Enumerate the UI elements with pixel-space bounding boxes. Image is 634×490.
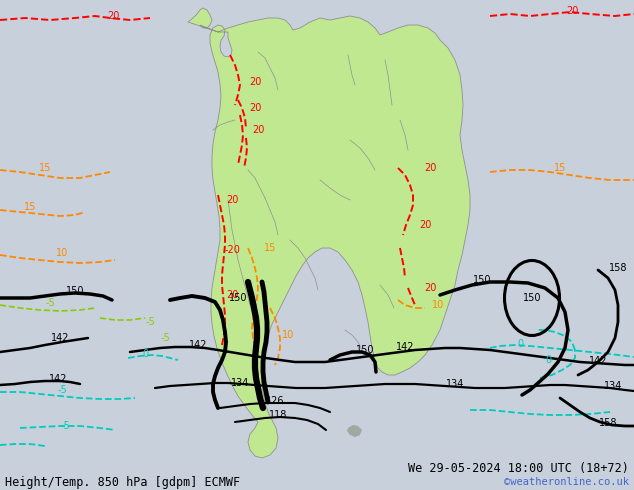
Text: 158: 158 — [609, 263, 627, 273]
Polygon shape — [188, 8, 470, 458]
Text: 134: 134 — [231, 378, 249, 388]
Text: 150: 150 — [473, 275, 491, 285]
Text: 118: 118 — [269, 410, 287, 420]
Text: 20: 20 — [424, 163, 436, 173]
Text: -5: -5 — [145, 317, 155, 327]
Text: 10: 10 — [56, 248, 68, 258]
Text: 15: 15 — [24, 202, 36, 212]
Text: 20: 20 — [226, 290, 238, 300]
Text: 20: 20 — [249, 77, 261, 87]
Text: 15: 15 — [554, 163, 566, 173]
Text: 142: 142 — [589, 356, 607, 366]
Text: 134: 134 — [446, 379, 464, 389]
Text: 20: 20 — [419, 220, 431, 230]
Text: -20: -20 — [224, 245, 240, 255]
Text: 142: 142 — [49, 374, 67, 384]
Text: 20: 20 — [424, 283, 436, 293]
Text: 10: 10 — [282, 330, 294, 340]
Text: 142: 142 — [189, 340, 207, 350]
Text: 150: 150 — [66, 286, 84, 296]
Text: 15: 15 — [39, 163, 51, 173]
Text: 0: 0 — [517, 339, 523, 349]
Text: -5: -5 — [160, 333, 170, 343]
Text: 142: 142 — [396, 342, 414, 352]
Text: -5: -5 — [60, 421, 70, 431]
Text: ©weatheronline.co.uk: ©weatheronline.co.uk — [504, 477, 629, 487]
Text: -5: -5 — [57, 385, 67, 395]
Text: 20: 20 — [107, 11, 119, 21]
Text: We 29-05-2024 18:00 UTC (18+72): We 29-05-2024 18:00 UTC (18+72) — [408, 462, 629, 474]
Text: 20: 20 — [226, 195, 238, 205]
Text: 10: 10 — [432, 300, 444, 310]
Text: Height/Temp. 850 hPa [gdpm] ECMWF: Height/Temp. 850 hPa [gdpm] ECMWF — [5, 475, 240, 489]
Text: 0: 0 — [142, 349, 148, 359]
Text: 142: 142 — [51, 333, 69, 343]
Text: 126: 126 — [266, 396, 284, 406]
Text: 15: 15 — [264, 243, 276, 253]
Polygon shape — [347, 425, 362, 437]
Text: 0: 0 — [545, 355, 551, 365]
Text: 158: 158 — [598, 418, 618, 428]
Text: 20: 20 — [252, 125, 264, 135]
Text: 150: 150 — [229, 293, 247, 303]
Text: 20: 20 — [249, 103, 261, 113]
Text: -5: -5 — [45, 298, 55, 308]
Text: 134: 134 — [604, 381, 622, 391]
Text: 20: 20 — [566, 6, 578, 16]
Text: 150: 150 — [356, 345, 374, 355]
Text: 150: 150 — [523, 293, 541, 303]
